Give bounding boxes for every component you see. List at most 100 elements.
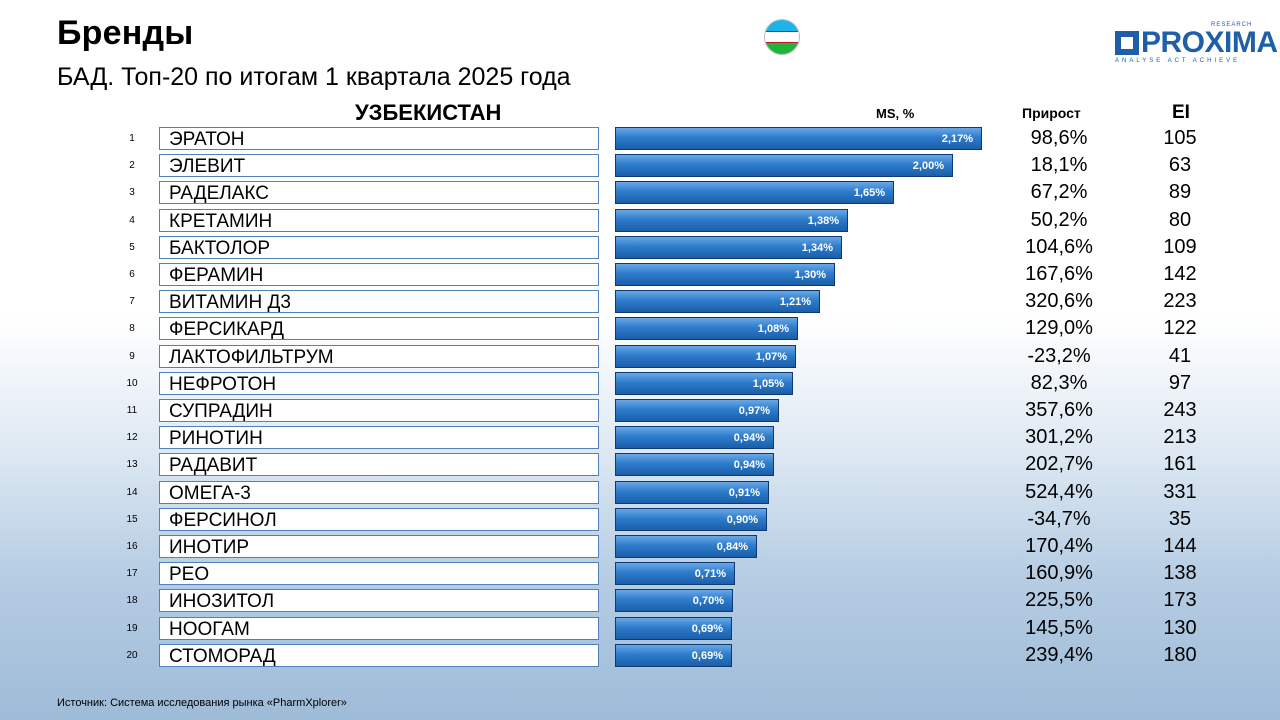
growth-value: 357,6% bbox=[1025, 399, 1093, 421]
ms-bar: 0,94% bbox=[615, 453, 774, 477]
logo-tagline: ANALYSE ACT ACHIEVE bbox=[1115, 58, 1241, 64]
growth-value: 160,9% bbox=[1025, 562, 1093, 585]
ms-value-label: 1,34% bbox=[801, 241, 833, 254]
rank-number: 12 bbox=[126, 432, 138, 444]
ms-bar: 0,71% bbox=[615, 562, 735, 586]
ei-value: 144 bbox=[1163, 535, 1197, 557]
column-header-ms: MS, % bbox=[876, 106, 915, 121]
ei-value: 63 bbox=[1168, 154, 1192, 177]
ms-value-label: 1,07% bbox=[755, 350, 787, 363]
rank-number: 8 bbox=[129, 323, 135, 335]
column-header-ei: EI bbox=[1172, 102, 1190, 123]
proxima-logo: RESEARCH PROXIMA ANALYSE ACT ACHIEVE bbox=[1115, 22, 1278, 66]
ms-bar: 0,97% bbox=[615, 399, 779, 422]
table-row: 14 ОМЕГА-3 0,91% 524,4% 331 bbox=[0, 480, 1280, 507]
brand-name-box: НЕФРОТОН bbox=[159, 371, 599, 395]
table-row: 5 БАКТОЛОР 1,34% 104,6% 109 bbox=[0, 235, 1280, 262]
growth-value: 67,2% bbox=[1030, 181, 1088, 204]
table-row: 12 РИНОТИН 0,94% 301,2% 213 bbox=[0, 425, 1280, 452]
growth-value: 82,3% bbox=[1030, 371, 1088, 394]
ei-value: 122 bbox=[1163, 317, 1197, 340]
brand-name: СУПРАДИН bbox=[169, 401, 273, 422]
brand-name-box: РИНОТИН bbox=[159, 426, 599, 450]
ms-bar: 0,91% bbox=[615, 480, 769, 504]
ms-value-label: 2,17% bbox=[941, 133, 973, 145]
growth-value: 104,6% bbox=[1025, 235, 1093, 258]
ei-value: 89 bbox=[1168, 181, 1192, 204]
ms-value-label: 1,05% bbox=[752, 377, 784, 390]
ei-value: 173 bbox=[1163, 589, 1197, 612]
brand-name: РАДЕЛАКС bbox=[169, 183, 269, 205]
ei-value: 223 bbox=[1163, 290, 1197, 313]
ei-value: 138 bbox=[1163, 562, 1197, 585]
brand-name: ФЕРАМИН bbox=[169, 265, 264, 286]
ei-value: 213 bbox=[1163, 426, 1197, 449]
brand-name-box: БАКТОЛОР bbox=[159, 235, 599, 259]
ms-bar: 2,17% bbox=[615, 127, 982, 150]
brand-name: ОМЕГА-3 bbox=[169, 482, 251, 504]
table-row: 10 НЕФРОТОН 1,05% 82,3% 97 bbox=[0, 371, 1280, 398]
ms-value-label: 0,69% bbox=[691, 622, 723, 635]
ms-value-label: 2,00% bbox=[912, 160, 944, 173]
table-row: 16 ИНОТИР 0,84% 170,4% 144 bbox=[0, 534, 1280, 561]
page-title: Бренды bbox=[57, 14, 194, 52]
brand-name: НЕФРОТОН bbox=[169, 373, 277, 395]
brand-name-box: РАДАВИТ bbox=[159, 453, 599, 477]
ei-value: 243 bbox=[1163, 399, 1197, 421]
ms-bar: 1,34% bbox=[615, 235, 842, 259]
brand-name-box: ФЕРСИКАРД bbox=[159, 317, 599, 341]
ms-value-label: 0,94% bbox=[733, 459, 765, 472]
ms-value-label: 1,38% bbox=[807, 214, 839, 227]
ms-bar: 1,05% bbox=[615, 371, 793, 395]
rank-number: 19 bbox=[126, 622, 138, 634]
table-row: 9 ЛАКТОФИЛЬТРУМ 1,07% -23,2% 41 bbox=[0, 344, 1280, 371]
brand-name: КРЕТАМИН bbox=[169, 210, 273, 232]
brand-name-box: ЭРАТОН bbox=[159, 127, 599, 150]
brand-name-box: РЕО bbox=[159, 562, 599, 586]
table-row: 20 СТОМОРАД 0,69% 239,4% 180 bbox=[0, 643, 1280, 670]
brand-name: ЭЛЕВИТ bbox=[169, 156, 246, 178]
rank-number: 10 bbox=[126, 377, 138, 389]
brand-name-box: ЭЛЕВИТ bbox=[159, 154, 599, 178]
ei-value: 130 bbox=[1163, 616, 1197, 639]
page-subtitle: БАД. Топ-20 по итогам 1 квартала 2025 го… bbox=[57, 63, 571, 91]
ms-value-label: 0,69% bbox=[691, 649, 723, 662]
growth-value: 225,5% bbox=[1025, 589, 1093, 612]
ms-bar: 0,70% bbox=[615, 589, 733, 613]
brand-name: РАДАВИТ bbox=[169, 455, 258, 477]
table-row: 7 ВИТАМИН Д3 1,21% 320,6% 223 bbox=[0, 289, 1280, 316]
rank-number: 18 bbox=[126, 595, 138, 607]
rank-number: 9 bbox=[129, 350, 135, 362]
growth-value: 145,5% bbox=[1025, 616, 1093, 639]
ms-bar: 1,30% bbox=[615, 263, 835, 286]
table-row: 2 ЭЛЕВИТ 2,00% 18,1% 63 bbox=[0, 153, 1280, 180]
growth-value: 50,2% bbox=[1030, 208, 1088, 231]
brand-name-box: ВИТАМИН Д3 bbox=[159, 290, 599, 314]
rank-number: 4 bbox=[129, 214, 135, 226]
ei-value: 142 bbox=[1163, 263, 1197, 285]
ms-value-label: 1,30% bbox=[794, 269, 826, 281]
ms-value-label: 1,08% bbox=[757, 323, 789, 336]
growth-value: 18,1% bbox=[1030, 154, 1088, 177]
table-row: 15 ФЕРСИНОЛ 0,90% -34,7% 35 bbox=[0, 507, 1280, 534]
ms-bar: 2,00% bbox=[615, 154, 953, 178]
brand-name: БАКТОЛОР bbox=[169, 237, 271, 259]
growth-value: -23,2% bbox=[1027, 344, 1091, 367]
brand-name: РЕО bbox=[169, 564, 210, 586]
ms-bar: 1,65% bbox=[615, 181, 894, 205]
ms-value-label: 0,70% bbox=[692, 595, 724, 608]
rank-number: 1 bbox=[129, 133, 135, 144]
ei-value: 180 bbox=[1163, 643, 1197, 666]
brand-name-box: ЛАКТОФИЛЬТРУМ bbox=[159, 344, 599, 368]
rank-number: 6 bbox=[129, 269, 135, 280]
growth-value: 320,6% bbox=[1025, 290, 1093, 313]
ms-bar: 0,84% bbox=[615, 535, 757, 558]
ei-value: 35 bbox=[1168, 507, 1192, 530]
rank-number: 17 bbox=[126, 568, 138, 580]
brand-name-box: ФЕРСИНОЛ bbox=[159, 507, 599, 531]
ms-value-label: 0,97% bbox=[738, 405, 770, 417]
brand-name: ВИТАМИН Д3 bbox=[169, 292, 291, 314]
brand-name: ФЕРСИКАРД bbox=[169, 319, 284, 341]
ms-bar: 0,69% bbox=[615, 616, 732, 640]
table-row: 18 ИНОЗИТОЛ 0,70% 225,5% 173 bbox=[0, 588, 1280, 615]
